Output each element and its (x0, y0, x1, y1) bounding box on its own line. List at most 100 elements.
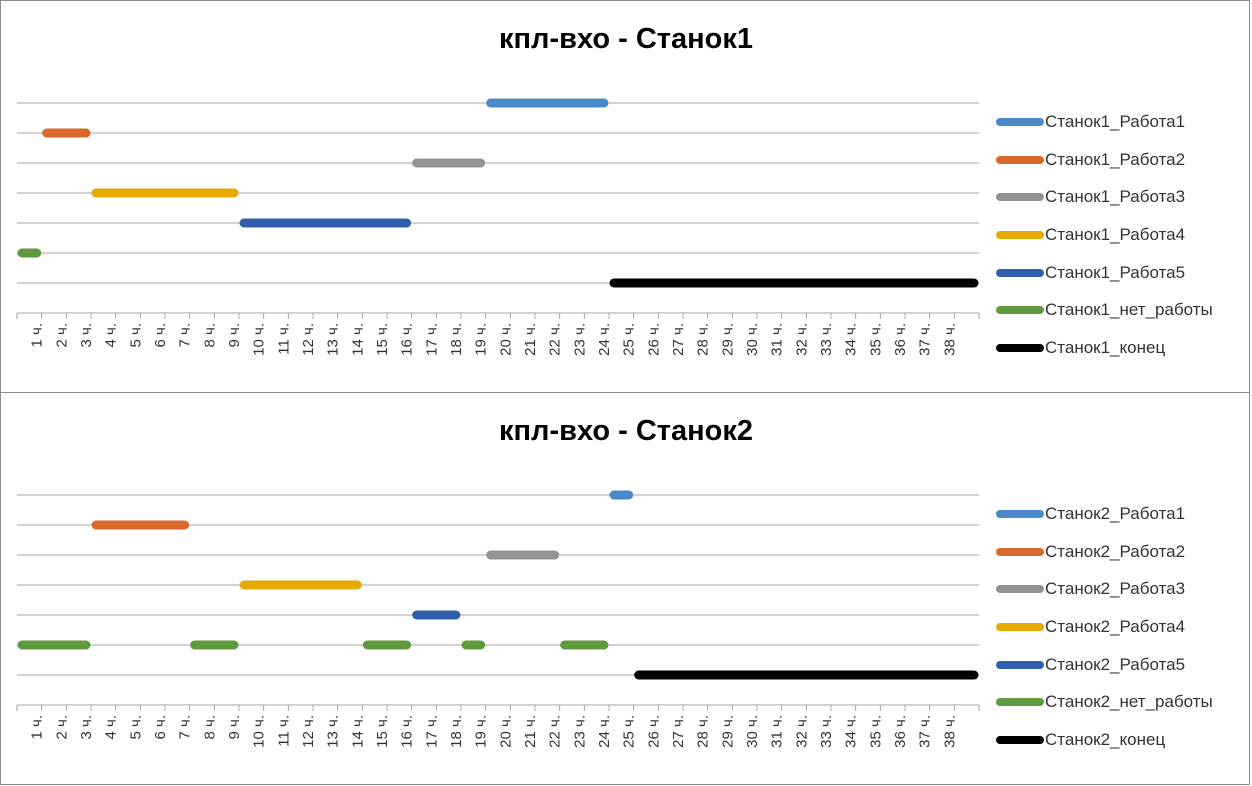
x-tick-label: 9 ч. (226, 715, 243, 740)
x-tick-label: 25 ч. (621, 323, 638, 356)
x-tick-label: 1 ч. (29, 715, 46, 740)
legend-label: Станок1_конец (1045, 337, 1166, 357)
x-tick-label: 36 ч. (892, 715, 909, 748)
x-tick-label: 19 ч. (473, 715, 490, 748)
legend-swatch (996, 585, 1044, 594)
legend-swatch (996, 230, 1044, 239)
legend-item: Станок1_конец (996, 329, 1213, 367)
legend-swatch (996, 193, 1044, 202)
x-tick-label: 6 ч. (152, 715, 169, 740)
x-tick-label: 6 ч. (152, 323, 169, 348)
legend-label: Станок2_нет_работы (1045, 692, 1213, 712)
x-tick-label: 2 ч. (53, 323, 70, 348)
legend-item: Станок2_нет_работы (996, 683, 1213, 721)
x-tick-label: 18 ч. (448, 323, 465, 356)
x-tick-label: 34 ч. (843, 323, 860, 356)
x-tick-label: 35 ч. (867, 715, 884, 748)
x-tick-label: 19 ч. (473, 323, 490, 356)
legend-item: Станок1_Работа4 (996, 216, 1213, 254)
x-tick-label: 8 ч. (201, 323, 218, 348)
x-tick-label: 4 ч. (103, 715, 120, 740)
x-tick-label: 29 ч. (719, 715, 736, 748)
x-tick-label: 12 ч. (300, 715, 317, 748)
x-tick-label: 24 ч. (596, 715, 613, 748)
gantt-plot: 1 ч. 2 ч. 3 ч. 4 ч. 5 ч. 6 ч. 7 ч. 8 ч. 9 ч. 10 ч… (16, 98, 980, 356)
x-tick-label: 34 ч. (843, 715, 860, 748)
legend-label: Станок1_Работа5 (1045, 262, 1186, 282)
x-tick-label: 36 ч. (892, 323, 909, 356)
x-tick-label: 8 ч. (201, 715, 218, 740)
x-tick-label: 37 ч. (917, 323, 934, 356)
legend-item: Станок1_Работа1 (996, 103, 1213, 141)
x-tick-label: 16 ч. (399, 323, 416, 356)
x-tick-label: 30 ч. (744, 715, 761, 748)
x-tick-label: 26 ч. (645, 715, 662, 748)
x-tick-label: 23 ч. (571, 715, 588, 748)
x-tick-label: 28 ч. (695, 715, 712, 748)
legend-label: Станок2_конец (1045, 729, 1166, 749)
x-tick-label: 11 ч. (275, 323, 292, 355)
x-tick-label: 4 ч. (103, 323, 120, 348)
x-tick-label: 3 ч. (78, 323, 95, 348)
legend-item: Станок1_Работа3 (996, 178, 1213, 216)
legend-label: Станок2_Работа2 (1045, 541, 1186, 561)
x-tick-label: 28 ч. (695, 323, 712, 356)
legend-label: Станок1_нет_работы (1045, 300, 1213, 320)
x-tick-label: 27 ч. (670, 323, 687, 356)
x-tick-label: 32 ч. (793, 715, 810, 748)
x-tick-label: 24 ч. (596, 323, 613, 356)
x-tick-label: 17 ч. (423, 715, 440, 748)
x-tick-label: 11 ч. (275, 715, 292, 747)
x-tick-label: 14 ч. (349, 715, 366, 748)
gantt-plot: 1 ч. 2 ч. 3 ч. 4 ч. 5 ч. 6 ч. 7 ч. 8 ч. 9 ч. 10 ч… (16, 490, 980, 748)
legend-swatch (996, 268, 1044, 277)
x-tick-label: 27 ч. (670, 715, 687, 748)
legend-item: Станок1_нет_работы (996, 291, 1213, 329)
x-tick-label: 29 ч. (719, 323, 736, 356)
x-tick-label: 37 ч. (917, 715, 934, 748)
legend-item: Станок2_конец (996, 721, 1213, 759)
legend: Станок2_Работа1 Станок2_Работа2 Станок2_Ра… (996, 495, 1213, 759)
legend-swatch (996, 698, 1044, 707)
x-tick-label: 10 ч. (251, 323, 268, 356)
x-tick-label: 20 ч. (497, 323, 514, 356)
legend-swatch (996, 117, 1044, 126)
x-tick-label: 31 ч. (769, 715, 786, 748)
x-tick-label: 5 ч. (127, 323, 144, 348)
x-tick-label: 30 ч. (744, 323, 761, 356)
legend-item: Станок1_Работа5 (996, 254, 1213, 292)
chart-title: кпл-вхо - Станок2 (499, 415, 753, 447)
x-tick-label: 38 ч. (941, 715, 958, 748)
x-tick-label: 10 ч. (251, 715, 268, 748)
x-tick-label: 14 ч. (349, 323, 366, 356)
legend-item: Станок2_Работа5 (996, 646, 1213, 684)
legend-swatch (996, 660, 1044, 669)
x-tick-label: 17 ч. (423, 323, 440, 356)
legend: Станок1_Работа1 Станок1_Работа2 Станок1_Ра… (996, 103, 1213, 367)
chart-title: кпл-вхо - Станок1 (499, 23, 753, 55)
legend-label: Станок2_Работа4 (1045, 616, 1186, 636)
x-tick-label: 7 ч. (177, 323, 194, 348)
x-tick-label: 31 ч. (769, 323, 786, 356)
legend-label: Станок2_Работа3 (1045, 579, 1186, 599)
legend-item: Станок2_Работа3 (996, 570, 1213, 608)
legend-label: Станок2_Работа5 (1045, 654, 1186, 674)
x-tick-label: 15 ч. (374, 715, 391, 748)
x-tick-label: 5 ч. (127, 715, 144, 740)
legend-label: Станок1_Работа1 (1045, 111, 1186, 131)
x-tick-label: 35 ч. (867, 323, 884, 356)
x-tick-label: 22 ч. (547, 323, 564, 356)
legend-item: Станок2_Работа4 (996, 608, 1213, 646)
x-tick-label: 7 ч. (177, 715, 194, 740)
x-tick-label: 25 ч. (621, 715, 638, 748)
legend-swatch (996, 622, 1044, 631)
x-tick-label: 16 ч. (399, 715, 416, 748)
x-tick-label: 33 ч. (818, 715, 835, 748)
x-tick-label: 23 ч. (571, 323, 588, 356)
chart-panel-stanok2: кпл-вхо - Станок2 1 ч. 2 ч. 3 ч. 4 ч. 5 ч. 6 … (0, 392, 1250, 785)
x-tick-label: 22 ч. (547, 715, 564, 748)
x-tick-label: 33 ч. (818, 323, 835, 356)
legend-swatch (996, 155, 1044, 164)
x-tick-label: 26 ч. (645, 323, 662, 356)
legend-swatch (996, 306, 1044, 315)
